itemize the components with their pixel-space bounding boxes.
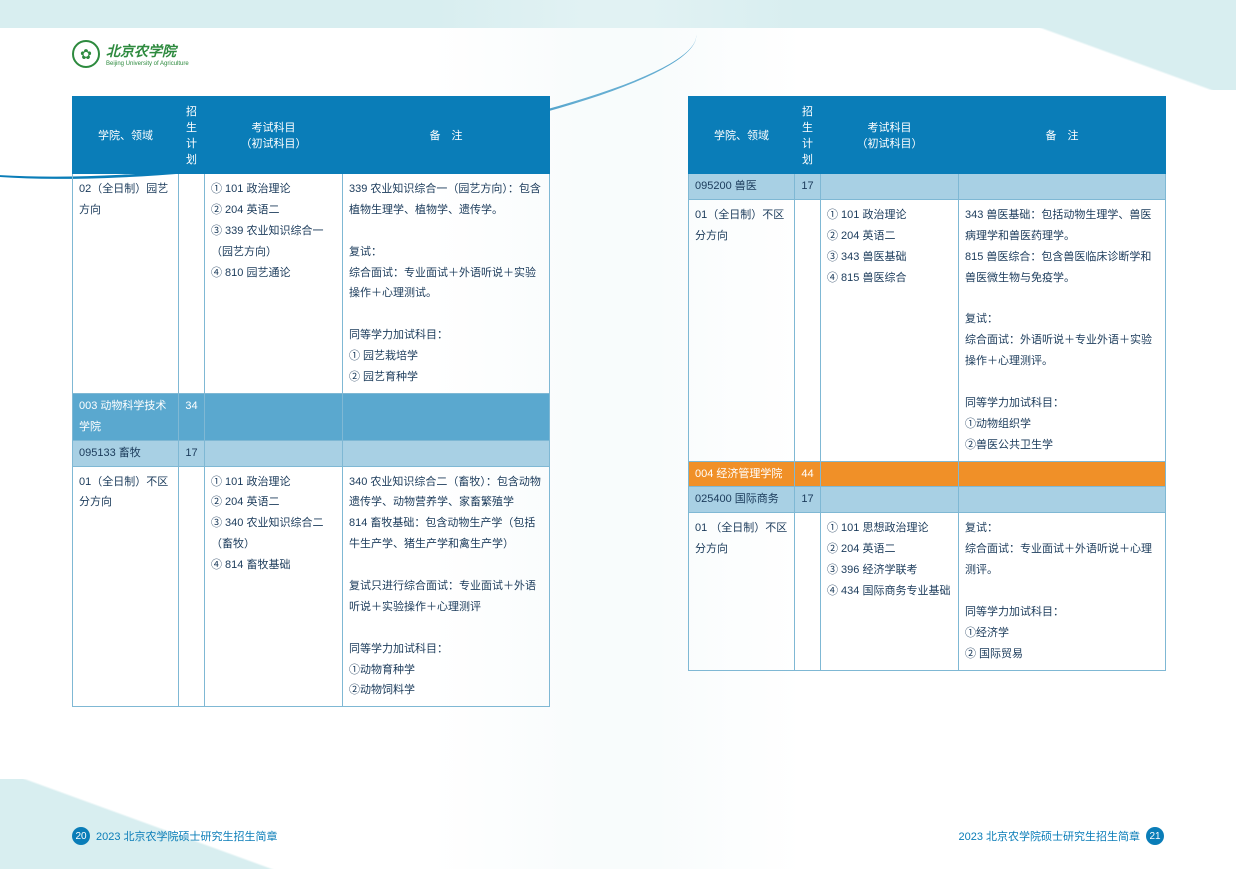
cell-note <box>959 461 1166 487</box>
corner-bottom-left <box>0 779 350 869</box>
right-page: 学院、领域 招生计划 考试科目（初试科目） 备 注 095200 兽医1701（… <box>688 96 1166 671</box>
right-table: 学院、领域 招生计划 考试科目（初试科目） 备 注 095200 兽医1701（… <box>688 96 1166 671</box>
cell-plan <box>179 174 205 394</box>
footer-right: 2023 北京农学院硕士研究生招生简章 21 <box>958 827 1164 845</box>
cell-dept: 003 动物科学技术学院 <box>73 393 179 440</box>
cell-note <box>343 393 550 440</box>
table-row: 01 （全日制）不区分方向① 101 思想政治理论② 204 英语二③ 396 … <box>689 513 1166 670</box>
table-row: 095133 畜牧17 <box>73 440 550 466</box>
cell-exam: ① 101 思想政治理论② 204 英语二③ 396 经济学联考④ 434 国际… <box>821 513 959 670</box>
cell-exam: ① 101 政治理论② 204 英语二③ 340 农业知识综合二（畜牧）④ 81… <box>205 466 343 707</box>
cell-dept: 02（全日制）园艺方向 <box>73 174 179 394</box>
th-plan: 招生计划 <box>179 97 205 174</box>
cell-plan <box>179 466 205 707</box>
cell-dept: 095133 畜牧 <box>73 440 179 466</box>
cell-exam <box>205 440 343 466</box>
cell-plan <box>795 199 821 461</box>
footer-text-right: 2023 北京农学院硕士研究生招生简章 <box>958 828 1140 844</box>
cell-dept: 025400 国际商务 <box>689 487 795 513</box>
corner-top-right <box>886 0 1236 90</box>
cell-dept: 01（全日制）不区分方向 <box>73 466 179 707</box>
th-note: 备 注 <box>959 97 1166 174</box>
cell-note <box>343 440 550 466</box>
cell-dept: 01 （全日制）不区分方向 <box>689 513 795 670</box>
table-row: 003 动物科学技术学院34 <box>73 393 550 440</box>
cell-plan: 44 <box>795 461 821 487</box>
th-dept: 学院、领域 <box>73 97 179 174</box>
table-row: 025400 国际商务17 <box>689 487 1166 513</box>
logo-name: 北京农学院 <box>106 41 189 61</box>
th-exam: 考试科目（初试科目） <box>821 97 959 174</box>
logo-subtitle: Beijing University of Agriculture <box>106 61 189 67</box>
cell-dept: 095200 兽医 <box>689 174 795 200</box>
cell-note <box>959 487 1166 513</box>
cell-note: 343 兽医基础：包括动物生理学、兽医病理学和兽医药理学。 815 兽医综合：包… <box>959 199 1166 461</box>
footer-left: 20 2023 北京农学院硕士研究生招生简章 <box>72 827 278 845</box>
page-number-right: 21 <box>1146 827 1164 845</box>
logo-icon: ✿ <box>72 40 100 68</box>
cell-exam <box>821 174 959 200</box>
cell-exam <box>821 461 959 487</box>
cell-plan <box>795 513 821 670</box>
th-dept: 学院、领域 <box>689 97 795 174</box>
cell-dept: 01（全日制）不区分方向 <box>689 199 795 461</box>
cell-note: 340 农业知识综合二（畜牧）：包含动物遗传学、动物营养学、家畜繁殖学814 畜… <box>343 466 550 707</box>
footer-text-left: 2023 北京农学院硕士研究生招生简章 <box>96 828 278 844</box>
left-table: 学院、领域 招生计划 考试科目（初试科目） 备 注 02（全日制）园艺方向① 1… <box>72 96 550 707</box>
page-number-left: 20 <box>72 827 90 845</box>
cell-dept: 004 经济管理学院 <box>689 461 795 487</box>
table-row: 02（全日制）园艺方向① 101 政治理论② 204 英语二③ 339 农业知识… <box>73 174 550 394</box>
cell-exam <box>821 487 959 513</box>
cell-exam <box>205 393 343 440</box>
cell-plan: 17 <box>179 440 205 466</box>
table-row: 004 经济管理学院44 <box>689 461 1166 487</box>
cell-exam: ① 101 政治理论② 204 英语二③ 339 农业知识综合一（园艺方向）④ … <box>205 174 343 394</box>
cell-note: 复试：综合面试：专业面试＋外语听说＋心理测评。同等学力加试科目：①经济学② 国际… <box>959 513 1166 670</box>
cell-note: 339 农业知识综合一（园艺方向）：包含植物生理学、植物学、遗传学。复试：综合面… <box>343 174 550 394</box>
th-plan: 招生计划 <box>795 97 821 174</box>
table-row: 01（全日制）不区分方向① 101 政治理论② 204 英语二③ 343 兽医基… <box>689 199 1166 461</box>
cell-note <box>959 174 1166 200</box>
cell-plan: 17 <box>795 487 821 513</box>
th-note: 备 注 <box>343 97 550 174</box>
cell-plan: 34 <box>179 393 205 440</box>
logo: ✿ 北京农学院 Beijing University of Agricultur… <box>72 40 189 68</box>
cell-plan: 17 <box>795 174 821 200</box>
table-row: 01（全日制）不区分方向① 101 政治理论② 204 英语二③ 340 农业知… <box>73 466 550 707</box>
cell-exam: ① 101 政治理论② 204 英语二③ 343 兽医基础④ 815 兽医综合 <box>821 199 959 461</box>
th-exam: 考试科目（初试科目） <box>205 97 343 174</box>
left-page: 学院、领域 招生计划 考试科目（初试科目） 备 注 02（全日制）园艺方向① 1… <box>72 96 550 707</box>
table-row: 095200 兽医17 <box>689 174 1166 200</box>
